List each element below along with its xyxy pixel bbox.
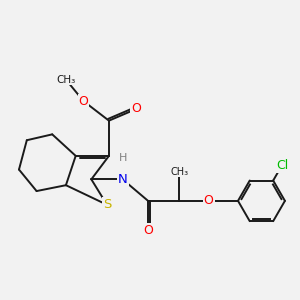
- Text: O: O: [79, 94, 88, 108]
- Text: H: H: [118, 153, 127, 163]
- Text: O: O: [131, 102, 141, 116]
- Text: CH₃: CH₃: [56, 75, 76, 85]
- Text: S: S: [103, 198, 111, 211]
- Text: N: N: [118, 173, 128, 186]
- Text: O: O: [143, 224, 153, 237]
- Text: Cl: Cl: [276, 159, 288, 172]
- Text: O: O: [204, 194, 214, 207]
- Text: CH₃: CH₃: [56, 75, 76, 85]
- Text: CH₃: CH₃: [170, 167, 188, 176]
